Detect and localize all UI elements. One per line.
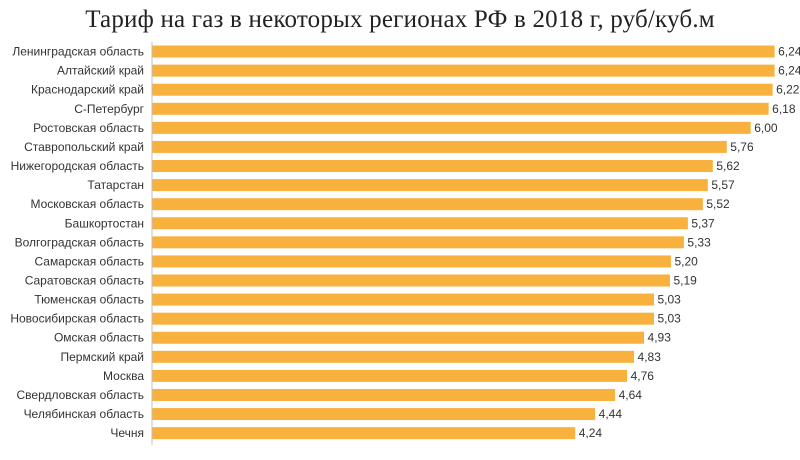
value-label: 5,37	[691, 216, 715, 230]
value-label: 5,03	[657, 293, 681, 307]
value-label: 4,93	[648, 331, 672, 345]
bar	[152, 388, 616, 401]
bar	[152, 350, 635, 363]
value-label: 6,24	[778, 64, 800, 78]
bar	[152, 198, 703, 211]
value-label: 4,44	[599, 407, 623, 421]
bar	[152, 331, 645, 344]
value-label: 5,62	[716, 159, 740, 173]
category-label: Московская область	[30, 197, 144, 211]
category-label: Пермский край	[60, 350, 144, 364]
bar	[152, 217, 688, 230]
bar	[152, 255, 671, 268]
value-label: 4,24	[579, 426, 603, 440]
chart-title: Тариф на газ в некоторых регионах РФ в 2…	[85, 6, 715, 33]
category-label: Тюменская область	[34, 293, 144, 307]
value-label: 5,57	[711, 178, 735, 192]
category-label: Ленинградская область	[12, 45, 144, 59]
value-label: 6,22	[776, 83, 800, 97]
category-label: Омская область	[54, 331, 144, 345]
category-label: Челябинская область	[24, 407, 144, 421]
bar	[152, 121, 751, 134]
value-label: 5,20	[674, 254, 698, 268]
bar	[152, 369, 628, 382]
value-label: 4,76	[631, 369, 655, 383]
value-label: 5,76	[730, 140, 754, 154]
bar	[152, 179, 708, 192]
category-label: Ростовская область	[33, 121, 144, 135]
bar	[152, 83, 773, 96]
category-label: Москва	[103, 369, 144, 383]
bar	[152, 427, 576, 440]
bar	[152, 140, 727, 153]
bar	[152, 160, 713, 173]
category-label: Самарская область	[34, 254, 144, 268]
value-label: 6,18	[772, 102, 796, 116]
category-label: С-Петербург	[74, 102, 144, 116]
bar	[152, 64, 775, 77]
bar	[152, 102, 769, 115]
value-label: 5,03	[657, 312, 681, 326]
category-label: Чечня	[110, 426, 144, 440]
bar	[152, 293, 654, 306]
value-label: 5,33	[687, 235, 711, 249]
category-label: Волгоградская область	[15, 235, 144, 249]
category-label: Саратовская область	[25, 274, 144, 288]
category-label: Татарстан	[87, 178, 144, 192]
bar	[152, 45, 775, 58]
value-label: 4,83	[638, 350, 662, 364]
value-label: 6,24	[778, 45, 800, 59]
bar	[152, 274, 670, 287]
bar	[152, 312, 654, 325]
bar	[152, 236, 684, 249]
category-label: Новосибирская область	[10, 312, 144, 326]
value-label: 6,00	[754, 121, 778, 135]
category-label: Нижегородская область	[11, 159, 144, 173]
category-label: Башкортостан	[65, 216, 144, 230]
bar	[152, 408, 596, 421]
category-label: Свердловская область	[17, 388, 144, 402]
value-label: 5,52	[706, 197, 730, 211]
value-label: 4,64	[619, 388, 643, 402]
category-label: Алтайский край	[57, 64, 144, 78]
category-label: Краснодарский край	[31, 83, 144, 97]
value-label: 5,19	[673, 274, 697, 288]
category-label: Ставропольский край	[24, 140, 144, 154]
